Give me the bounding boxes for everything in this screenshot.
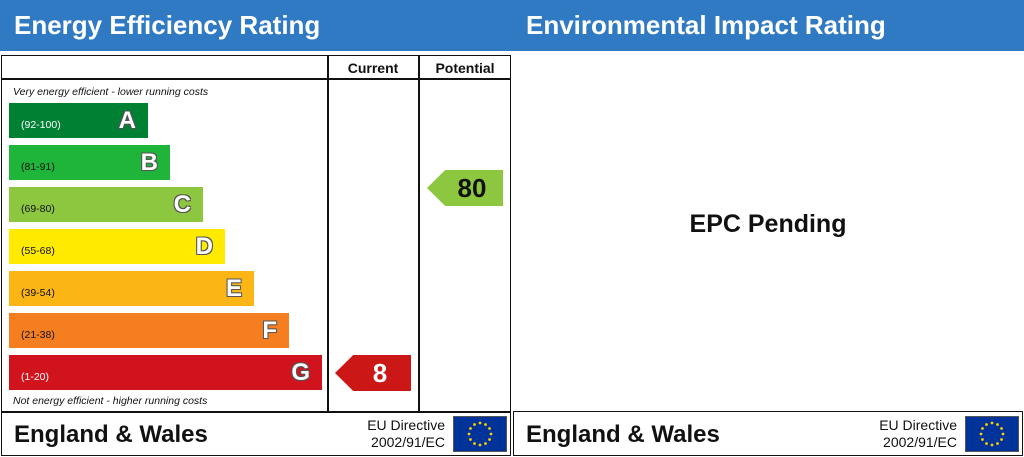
band-b: (81-91) B (9, 145, 170, 180)
column-header-divider (1, 78, 511, 80)
band-d: (55-68) D (9, 229, 225, 264)
directive-line-1: EU Directive (367, 417, 445, 433)
footer-divider (1, 411, 511, 413)
band-c: (69-80) C (9, 187, 203, 222)
band-range-label: (92-100) (21, 118, 61, 131)
band-e: (39-54) E (9, 271, 254, 306)
band-letter: B (140, 148, 158, 176)
band-range-label: (21-38) (21, 328, 55, 341)
band-letter: D (195, 232, 213, 260)
current-rating-arrow: 8 (335, 355, 411, 391)
footer-region-title: England & Wales (14, 421, 208, 448)
band-range-label: (39-54) (21, 286, 55, 299)
directive-line-1-right: EU Directive (879, 417, 957, 433)
band-letter: A (118, 106, 136, 134)
eu-flag-icon (965, 416, 1019, 452)
band-range-label: (55-68) (21, 244, 55, 257)
band-a: (92-100) A (9, 103, 148, 138)
footer-directive: EU Directive 2002/91/EC (345, 417, 445, 451)
potential-column-header: Potential (435, 60, 495, 76)
directive-line-2: 2002/91/EC (371, 434, 445, 450)
band-g: (1-20) G (9, 355, 322, 390)
band-range-label: (69-80) (21, 202, 55, 215)
bottom-note: Not energy efficient - higher running co… (13, 395, 208, 407)
band-letter: G (291, 358, 310, 386)
current-column-header: Current (347, 60, 399, 76)
epc-pending-text: EPC Pending (689, 210, 847, 238)
band-letter: E (225, 274, 242, 302)
band-f: (21-38) F (9, 313, 289, 348)
energy-efficiency-panel: Energy Efficiency Rating Current Potenti… (0, 0, 512, 456)
band-letter: C (173, 190, 191, 218)
potential-rating-value: 80 (457, 172, 487, 203)
current-column-divider (327, 55, 329, 412)
potential-column-divider (418, 55, 420, 412)
footer-region-title-right: England & Wales (526, 421, 720, 448)
footer-directive-right: EU Directive 2002/91/EC (857, 417, 957, 451)
current-rating-value: 8 (372, 357, 388, 388)
top-note: Very energy efficient - lower running co… (13, 86, 209, 98)
band-range-label: (1-20) (21, 370, 50, 383)
band-letter: F (262, 316, 277, 344)
band-range-label: (81-91) (21, 160, 55, 173)
environmental-impact-panel: Environmental Impact Rating EPC Pending … (512, 0, 1024, 457)
directive-line-2-right: 2002/91/EC (883, 434, 957, 450)
energy-efficiency-header: Energy Efficiency Rating (0, 0, 512, 51)
environmental-frame (513, 411, 1023, 456)
eu-flag-icon (453, 416, 507, 452)
environmental-impact-header: Environmental Impact Rating (512, 0, 1024, 51)
potential-rating-arrow: 80 (427, 170, 503, 206)
